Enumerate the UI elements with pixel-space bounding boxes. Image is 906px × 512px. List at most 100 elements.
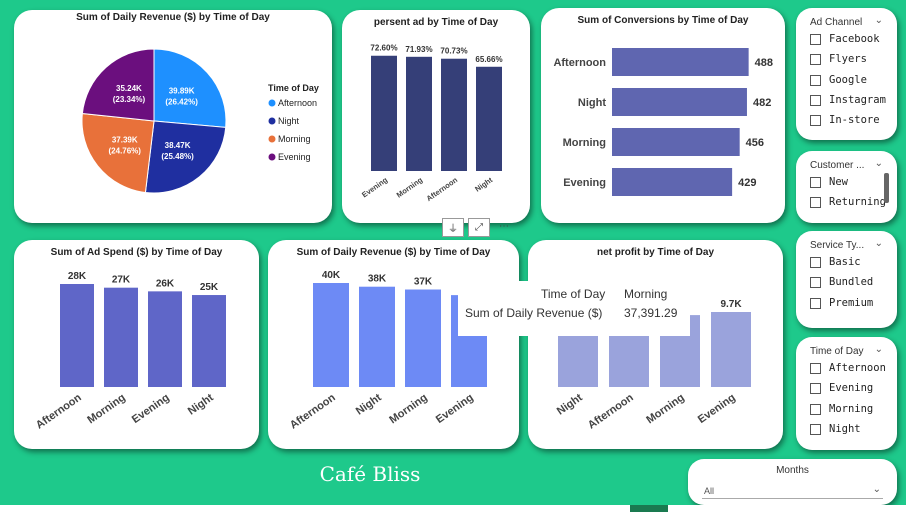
checkbox[interactable]	[810, 196, 821, 208]
pie-slice-morning[interactable]	[81, 112, 155, 194]
bar-data-label: 37K	[414, 277, 433, 288]
option-label: Bundled	[829, 276, 874, 288]
conversions-card[interactable]: Sum of Conversions by Time of Day Aftern…	[541, 8, 785, 223]
checkbox[interactable]	[810, 276, 821, 288]
bar-morning[interactable]	[406, 56, 432, 171]
checkbox[interactable]	[810, 362, 821, 374]
axis-tick-label: Morning	[395, 175, 425, 200]
slicer-option-returning[interactable]: Returning	[810, 196, 886, 208]
ad-spend-chart[interactable]: 28K Afternoon 27K Morning 26K Evening 25K Night	[14, 240, 259, 449]
option-label: Google	[829, 74, 867, 86]
bar-morning[interactable]	[104, 287, 138, 387]
chevron-down-icon[interactable]: ⌄	[874, 238, 883, 249]
pie-slice-afternoon[interactable]	[153, 48, 227, 128]
checkbox[interactable]	[810, 94, 821, 106]
filter-icon[interactable]: ⏚	[442, 218, 464, 237]
axis-tick-label: Afternoon	[553, 57, 606, 69]
checkbox[interactable]	[810, 53, 821, 65]
pie-chart-card[interactable]: Sum of Daily Revenue ($) by Time of Day …	[14, 10, 332, 223]
pie-legend-marker[interactable]	[268, 153, 276, 161]
checkbox[interactable]	[810, 176, 821, 188]
conversions-chart[interactable]: Afternoon 488 Night 482 Morning 456 Evening 429	[541, 8, 785, 223]
customer-slicer[interactable]: Customer ... ⌄ New Returning	[796, 151, 897, 223]
option-label: Returning	[829, 196, 886, 208]
bar-data-label: 38K	[368, 274, 387, 285]
bar-afternoon[interactable]	[612, 48, 749, 76]
bar-evening[interactable]	[612, 168, 733, 196]
checkbox[interactable]	[810, 403, 821, 415]
slicer-option-afternoon[interactable]: Afternoon	[810, 362, 886, 374]
scrollbar[interactable]	[884, 173, 889, 203]
checkbox[interactable]	[810, 297, 821, 309]
slicer-option-bundled[interactable]: Bundled	[810, 276, 873, 288]
checkbox[interactable]	[810, 33, 821, 45]
checkbox[interactable]	[810, 114, 821, 126]
months-dropdown[interactable]: All ⌄	[702, 484, 883, 499]
pie-data-pct: (25.48%)	[161, 152, 194, 161]
pie-legend-marker[interactable]	[268, 117, 276, 125]
pie-data-label: 39.89K	[169, 87, 195, 96]
slicer-option-instagram[interactable]: Instagram	[810, 94, 886, 106]
bar-data-label: 456	[746, 137, 764, 149]
revenue-bar-chart[interactable]: 40K Afternoon 38K Night 37K Morning Evening	[268, 240, 519, 449]
checkbox[interactable]	[810, 382, 821, 394]
net-profit-card[interactable]: net profit by Time of Day Night Afternoon…	[528, 240, 783, 449]
bar-night[interactable]	[192, 295, 226, 387]
pie-legend-title: Time of Day	[268, 83, 319, 93]
slicer-option-in-store[interactable]: In-store	[810, 114, 880, 126]
pie-slice-evening[interactable]	[81, 48, 155, 122]
slicer-option-basic[interactable]: Basic	[810, 256, 861, 268]
axis-tick-label: Morning	[563, 137, 606, 149]
bar-night[interactable]	[476, 66, 502, 171]
checkbox[interactable]	[810, 423, 821, 435]
chevron-down-icon[interactable]: ⌄	[874, 158, 883, 169]
slicer-option-flyers[interactable]: Flyers	[810, 53, 867, 65]
chevron-down-icon[interactable]: ⌄	[874, 15, 883, 26]
slicer-option-morning[interactable]: Morning	[810, 403, 873, 415]
checkbox[interactable]	[810, 256, 821, 268]
slicer-option-premium[interactable]: Premium	[810, 297, 873, 309]
bar-evening[interactable]	[711, 312, 751, 387]
pie-legend-marker[interactable]	[268, 135, 276, 143]
slicer-option-new[interactable]: New	[810, 176, 848, 188]
axis-tick-label: Night	[186, 391, 216, 417]
months-slicer[interactable]: Months All ⌄	[688, 459, 897, 505]
tooltip-key-1: Time of Day	[541, 287, 606, 301]
bar-morning[interactable]	[612, 128, 740, 156]
bar-afternoon[interactable]	[313, 283, 349, 387]
pie-slice-night[interactable]	[144, 120, 227, 194]
chevron-down-icon[interactable]: ⌄	[872, 484, 881, 495]
ad-spend-card[interactable]: Sum of Ad Spend ($) by Time of Day 28K Af…	[14, 240, 259, 449]
service-type-slicer[interactable]: Service Ty... ⌄ Basic Bundled Premium	[796, 231, 897, 328]
bar-evening[interactable]	[371, 55, 397, 172]
bar-morning[interactable]	[405, 289, 441, 387]
chevron-down-icon[interactable]: ⌄	[874, 344, 883, 355]
bar-night[interactable]	[612, 88, 747, 116]
revenue-bar-card[interactable]: Sum of Daily Revenue ($) by Time of Day …	[268, 240, 519, 449]
checkbox[interactable]	[810, 74, 821, 86]
slicer-option-google[interactable]: Google	[810, 74, 867, 86]
bar-afternoon[interactable]	[441, 58, 467, 171]
time-of-day-slicer-title: Time of Day	[810, 346, 864, 357]
bar-afternoon[interactable]	[60, 284, 94, 387]
bar-night[interactable]	[359, 286, 395, 387]
pie-legend-marker[interactable]	[268, 99, 276, 107]
focus-mode-icon[interactable]: ⤢	[468, 218, 490, 237]
ad-spend-title: Sum of Ad Spend ($) by Time of Day	[50, 247, 223, 258]
slicer-option-evening[interactable]: Evening	[810, 382, 873, 394]
ad-channel-slicer[interactable]: Ad Channel ⌄ Facebook Flyers Google Inst…	[796, 8, 897, 140]
axis-tick-label: Morning	[644, 392, 686, 427]
option-label: Basic	[829, 256, 861, 268]
axis-tick-label: Afternoon	[586, 391, 636, 431]
time-of-day-slicer[interactable]: Time of Day ⌄ Afternoon Evening Morning …	[796, 337, 897, 450]
percent-ad-chart[interactable]: 72.60% Evening 71.93% Morning 70.73% Afternoo…	[342, 10, 530, 223]
slicer-option-night[interactable]: Night	[810, 423, 861, 435]
slicer-option-facebook[interactable]: Facebook	[810, 33, 880, 45]
active-page-tab[interactable]	[630, 505, 668, 512]
bar-evening[interactable]	[148, 291, 182, 387]
visual-header-icons: ⏚ ⤢ ⋯	[442, 218, 514, 237]
percent-ad-card[interactable]: persent ad by Time of Day 72.60% Evening 7…	[342, 10, 530, 223]
more-options-icon[interactable]: ⋯	[499, 221, 509, 232]
pie-chart[interactable]: 39.89K (26.42%) 38.47K (25.48%) 37.39K (24.76…	[14, 10, 332, 223]
